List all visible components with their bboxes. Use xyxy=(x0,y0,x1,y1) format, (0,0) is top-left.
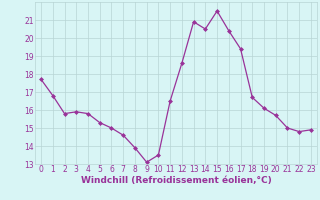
X-axis label: Windchill (Refroidissement éolien,°C): Windchill (Refroidissement éolien,°C) xyxy=(81,176,271,185)
